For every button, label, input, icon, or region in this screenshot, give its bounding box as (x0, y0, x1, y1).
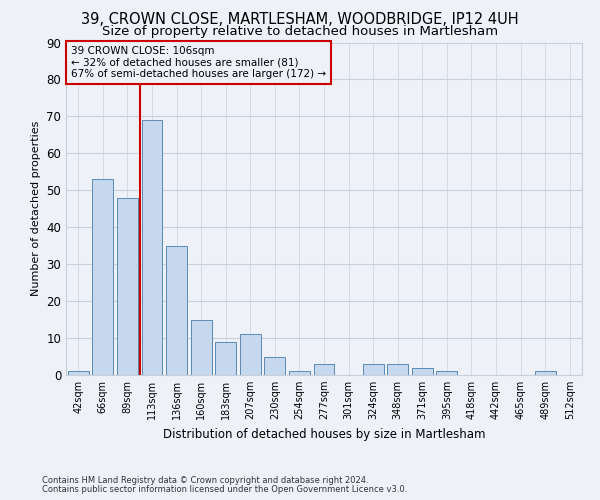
Bar (412, 368, 433, 375)
Bar (215, 342, 236, 375)
Bar (117, 198, 138, 375)
Bar (142, 120, 163, 375)
Bar (362, 364, 383, 375)
Bar (265, 356, 286, 375)
Bar (68, 372, 89, 375)
Bar (289, 372, 310, 375)
Bar (314, 364, 334, 375)
Text: 39, CROWN CLOSE, MARTLESHAM, WOODBRIDGE, IP12 4UH: 39, CROWN CLOSE, MARTLESHAM, WOODBRIDGE,… (81, 12, 519, 28)
Text: 39 CROWN CLOSE: 106sqm
← 32% of detached houses are smaller (81)
67% of semi-det: 39 CROWN CLOSE: 106sqm ← 32% of detached… (71, 46, 326, 79)
Bar (436, 372, 457, 375)
X-axis label: Distribution of detached houses by size in Martlesham: Distribution of detached houses by size … (163, 428, 485, 440)
Text: Contains HM Land Registry data © Crown copyright and database right 2024.: Contains HM Land Registry data © Crown c… (42, 476, 368, 485)
Bar (240, 334, 261, 375)
Bar (387, 364, 408, 375)
Bar (166, 246, 187, 375)
Bar (191, 320, 212, 375)
Bar (535, 372, 556, 375)
Bar (92, 179, 113, 375)
Text: Contains public sector information licensed under the Open Government Licence v3: Contains public sector information licen… (42, 485, 407, 494)
Text: Size of property relative to detached houses in Martlesham: Size of property relative to detached ho… (102, 25, 498, 38)
Y-axis label: Number of detached properties: Number of detached properties (31, 121, 41, 296)
